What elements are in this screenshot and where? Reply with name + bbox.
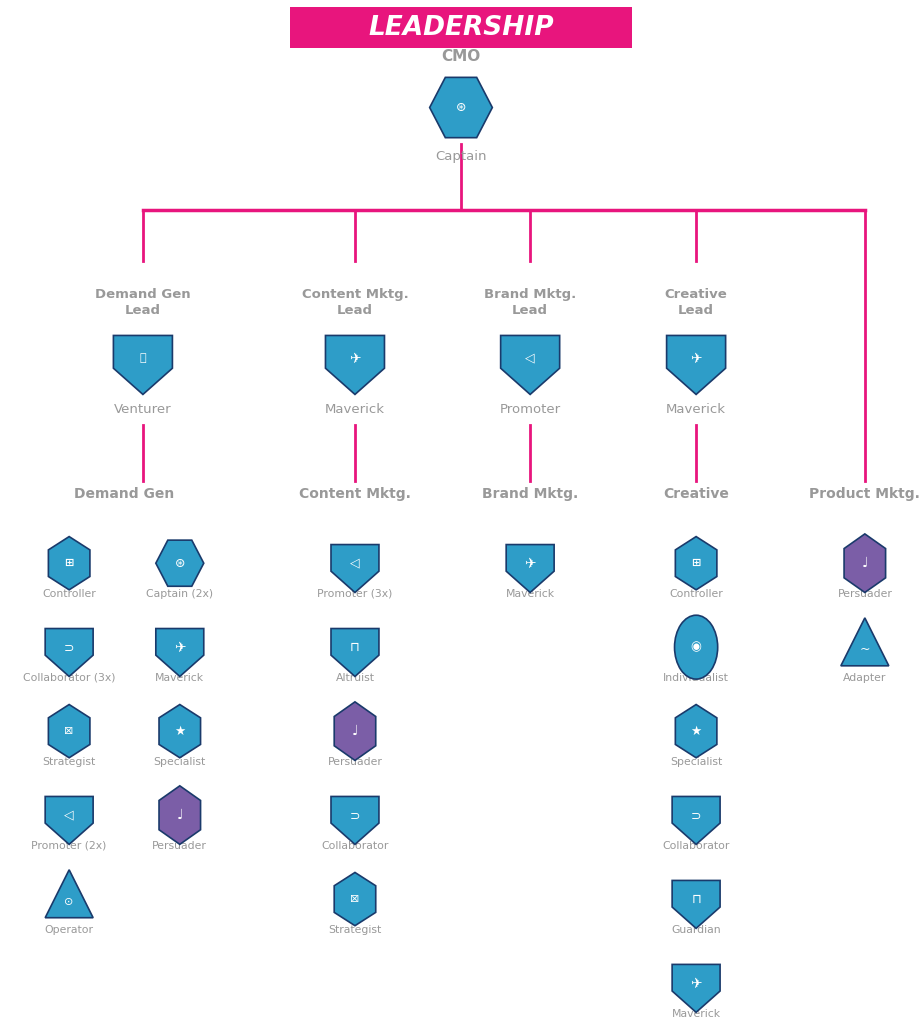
Polygon shape: [675, 705, 717, 758]
Text: Promoter (3x): Promoter (3x): [317, 589, 393, 599]
Text: Product Mktg.: Product Mktg.: [810, 486, 920, 501]
Text: ⊙: ⊙: [65, 897, 74, 906]
Text: Maverick: Maverick: [666, 403, 727, 416]
Text: ◉: ◉: [691, 641, 702, 653]
Text: CMO: CMO: [442, 49, 480, 63]
Text: Content Mktg.
Lead: Content Mktg. Lead: [301, 288, 408, 316]
Polygon shape: [48, 705, 90, 758]
Text: ★: ★: [174, 725, 185, 737]
Text: ♩: ♩: [176, 808, 183, 822]
Text: Individualist: Individualist: [663, 673, 729, 683]
Text: Promoter: Promoter: [500, 403, 561, 416]
Polygon shape: [672, 881, 720, 929]
Text: Brand Mktg.
Lead: Brand Mktg. Lead: [484, 288, 576, 316]
Text: Maverick: Maverick: [671, 1009, 721, 1019]
Text: Altruist: Altruist: [336, 673, 374, 683]
Text: ⊞: ⊞: [65, 558, 74, 568]
Text: Persuader: Persuader: [327, 757, 383, 767]
Text: ✈: ✈: [349, 351, 361, 366]
Text: Persuader: Persuader: [837, 589, 892, 599]
Polygon shape: [325, 336, 384, 394]
Text: ★: ★: [691, 725, 702, 737]
Polygon shape: [667, 336, 726, 394]
FancyBboxPatch shape: [290, 7, 632, 48]
Polygon shape: [156, 629, 204, 677]
Text: ◁: ◁: [526, 352, 535, 365]
Polygon shape: [156, 540, 204, 587]
Polygon shape: [334, 872, 376, 926]
Polygon shape: [45, 869, 93, 918]
Text: ♩: ♩: [351, 724, 359, 738]
Text: Persuader: Persuader: [152, 841, 207, 851]
Text: ⊓: ⊓: [350, 641, 360, 653]
Text: Strategist: Strategist: [42, 757, 96, 767]
Text: ◁: ◁: [65, 809, 74, 821]
Polygon shape: [334, 701, 376, 761]
Polygon shape: [430, 78, 492, 137]
Text: ⊃: ⊃: [691, 809, 702, 821]
Text: ⊠: ⊠: [350, 894, 360, 904]
Text: Creative: Creative: [663, 486, 729, 501]
Text: Captain (2x): Captain (2x): [147, 589, 213, 599]
Text: ◁: ◁: [350, 557, 360, 569]
Text: ✈: ✈: [691, 351, 702, 366]
Text: ✈: ✈: [691, 976, 702, 990]
Text: Adapter: Adapter: [843, 673, 887, 683]
Text: Promoter (2x): Promoter (2x): [31, 841, 107, 851]
Text: ✈: ✈: [525, 556, 536, 570]
Polygon shape: [506, 545, 554, 593]
Text: Maverick: Maverick: [325, 403, 385, 416]
Text: Collaborator: Collaborator: [321, 841, 389, 851]
Polygon shape: [331, 545, 379, 593]
Text: ⊓: ⊓: [692, 893, 701, 905]
Text: ⊛: ⊛: [174, 557, 185, 569]
Polygon shape: [672, 965, 720, 1013]
Polygon shape: [331, 797, 379, 845]
Text: Captain: Captain: [435, 151, 487, 163]
Text: ♩: ♩: [861, 556, 869, 570]
Polygon shape: [159, 785, 201, 845]
Text: Demand Gen: Demand Gen: [75, 486, 174, 501]
Ellipse shape: [675, 615, 717, 679]
Polygon shape: [672, 797, 720, 845]
Text: Collaborator: Collaborator: [662, 841, 730, 851]
Text: Controller: Controller: [42, 589, 96, 599]
Text: ⊃: ⊃: [349, 809, 361, 821]
Text: Brand Mktg.: Brand Mktg.: [482, 486, 578, 501]
Text: Maverick: Maverick: [155, 673, 205, 683]
Polygon shape: [841, 617, 889, 666]
Polygon shape: [45, 797, 93, 845]
Text: Guardian: Guardian: [671, 925, 721, 935]
Text: Venturer: Venturer: [114, 403, 171, 416]
Text: ⊠: ⊠: [65, 726, 74, 736]
Text: Operator: Operator: [44, 925, 94, 935]
Polygon shape: [331, 629, 379, 677]
Polygon shape: [159, 705, 201, 758]
Text: ⛵: ⛵: [139, 353, 147, 364]
Text: ⊞: ⊞: [692, 558, 701, 568]
Polygon shape: [48, 537, 90, 590]
Polygon shape: [501, 336, 560, 394]
Text: Specialist: Specialist: [154, 757, 206, 767]
Text: ⊛: ⊛: [455, 101, 467, 114]
Polygon shape: [844, 534, 886, 593]
Polygon shape: [113, 336, 172, 394]
Text: ~: ~: [859, 643, 870, 656]
Text: Specialist: Specialist: [670, 757, 722, 767]
Polygon shape: [45, 629, 93, 677]
Text: LEADERSHIP: LEADERSHIP: [368, 14, 554, 41]
Text: Content Mktg.: Content Mktg.: [299, 486, 411, 501]
Text: Creative
Lead: Creative Lead: [665, 288, 727, 316]
Text: Controller: Controller: [669, 589, 723, 599]
Text: Maverick: Maverick: [505, 589, 555, 599]
Text: ⊃: ⊃: [64, 641, 75, 653]
Polygon shape: [675, 537, 717, 590]
Text: ✈: ✈: [174, 640, 185, 654]
Text: Collaborator (3x): Collaborator (3x): [23, 673, 115, 683]
Text: Demand Gen
Lead: Demand Gen Lead: [95, 288, 191, 316]
Text: Strategist: Strategist: [328, 925, 382, 935]
